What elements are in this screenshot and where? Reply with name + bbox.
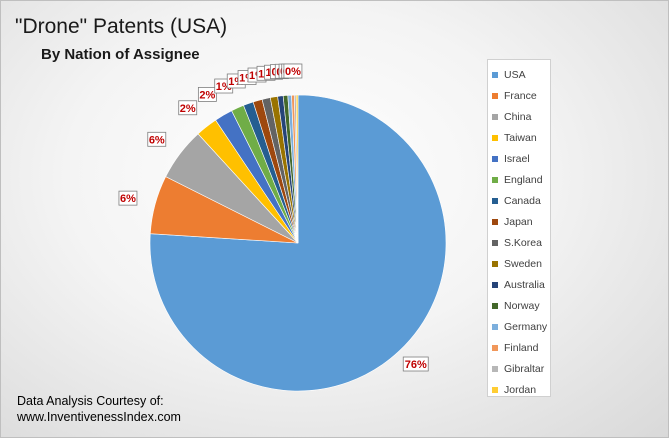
pie-slice-jordan <box>295 94 299 244</box>
legend-label: England <box>504 173 543 186</box>
chart-title: "Drone" Patents (USA) <box>15 15 228 38</box>
legend-label: USA <box>504 68 526 81</box>
data-label-taiwan: 2% <box>178 100 198 116</box>
legend-label: Finland <box>504 341 539 354</box>
data-label-china: 6% <box>147 131 167 147</box>
legend-swatch <box>492 281 498 288</box>
legend-label: Germany <box>504 320 548 333</box>
legend-item-japan: Japan <box>492 211 550 232</box>
legend: USA France China Taiwan Israel England Canada J… <box>487 59 551 397</box>
legend-swatch <box>492 365 498 372</box>
legend-item-taiwan: Taiwan <box>492 127 550 148</box>
legend-item-china: China <box>492 106 550 127</box>
legend-item-france: France <box>492 85 550 106</box>
credit-line-1: Data Analysis Courtesy of: <box>17 394 164 408</box>
legend-swatch <box>492 134 498 141</box>
legend-swatch <box>492 71 498 78</box>
legend-swatch <box>492 113 498 120</box>
legend-label: Taiwan <box>504 131 537 144</box>
legend-item-usa: USA <box>492 64 550 85</box>
data-label-usa: 76% <box>402 356 429 372</box>
svg-text:6%: 6% <box>120 193 136 205</box>
svg-text:2%: 2% <box>180 103 196 115</box>
legend-swatch <box>492 386 498 393</box>
svg-text:6%: 6% <box>149 134 165 146</box>
legend-label: Norway <box>504 299 540 312</box>
legend-item-england: England <box>492 169 550 190</box>
legend-label: China <box>504 110 532 123</box>
legend-item-norway: Norway <box>492 295 550 316</box>
legend-label: Jordan <box>504 383 537 396</box>
legend-label: S.Korea <box>504 236 542 249</box>
legend-label: Australia <box>504 278 545 291</box>
legend-swatch <box>492 323 498 330</box>
legend-label: France <box>504 89 537 102</box>
credit-line-2: www.InventivenessIndex.com <box>17 410 181 424</box>
svg-text:0%: 0% <box>285 66 301 78</box>
legend-item-canada: Canada <box>492 190 550 211</box>
legend-swatch <box>492 197 498 204</box>
legend-swatch <box>492 239 498 246</box>
data-label-jordan: 0% <box>283 63 303 79</box>
legend-item-jordan: Jordan <box>492 379 550 400</box>
svg-text:2%: 2% <box>199 89 215 101</box>
legend-swatch <box>492 344 498 351</box>
legend-label: Japan <box>504 215 533 228</box>
legend-label: Israel <box>504 152 530 165</box>
legend-swatch <box>492 176 498 183</box>
legend-swatch <box>492 302 498 309</box>
data-label-france: 6% <box>118 190 138 206</box>
legend-swatch <box>492 92 498 99</box>
legend-label: Canada <box>504 194 541 207</box>
legend-item-sweden: Sweden <box>492 253 550 274</box>
chart-subtitle: By Nation of Assignee <box>41 46 200 63</box>
legend-item-s-korea: S.Korea <box>492 232 550 253</box>
legend-swatch <box>492 260 498 267</box>
legend-label: Gibraltar <box>504 362 545 375</box>
legend-item-israel: Israel <box>492 148 550 169</box>
credit-text: Data Analysis Courtesy of: www.Inventive… <box>17 393 181 425</box>
legend-item-gibraltar: Gibraltar <box>492 358 550 379</box>
legend-swatch <box>492 155 498 162</box>
legend-item-australia: Australia <box>492 274 550 295</box>
legend-label: Sweden <box>504 257 542 270</box>
legend-item-germany: Germany <box>492 316 550 337</box>
svg-text:76%: 76% <box>405 359 427 371</box>
legend-swatch <box>492 218 498 225</box>
legend-item-finland: Finland <box>492 337 550 358</box>
data-label-israel: 2% <box>197 87 217 102</box>
